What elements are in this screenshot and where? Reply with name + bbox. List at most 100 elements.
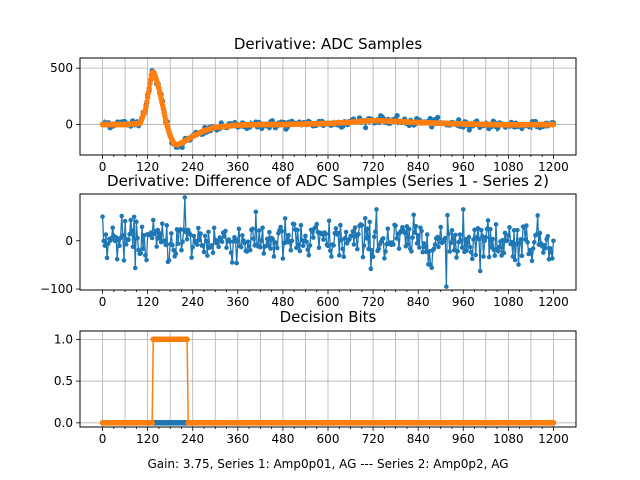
y-axis: 0 500 bbox=[50, 61, 80, 132]
grid-lines bbox=[80, 331, 576, 427]
difference-point bbox=[477, 268, 483, 274]
difference-point bbox=[139, 224, 145, 230]
series-1-point bbox=[456, 117, 462, 123]
difference-point bbox=[103, 232, 109, 237]
difference-point bbox=[189, 255, 194, 260]
difference-point bbox=[259, 238, 264, 244]
difference-point bbox=[373, 229, 378, 235]
y-tick-label: 1.0 bbox=[54, 332, 73, 346]
difference-point bbox=[455, 249, 460, 254]
x-tick-label: 1080 bbox=[493, 432, 524, 446]
difference-point bbox=[326, 218, 332, 224]
x-tick-label: 120 bbox=[136, 432, 159, 446]
difference-point bbox=[157, 231, 163, 236]
difference-point bbox=[126, 237, 131, 243]
difference-point bbox=[412, 230, 418, 235]
difference-point bbox=[537, 230, 543, 236]
difference-point bbox=[131, 214, 137, 220]
difference-point bbox=[162, 238, 167, 244]
difference-point bbox=[529, 258, 535, 264]
difference-point bbox=[247, 247, 253, 253]
x-axis: 0 120 240 360 480 600 720 840 960 1080 1200 bbox=[99, 290, 569, 309]
difference-point bbox=[159, 221, 165, 226]
x-tick-label: 720 bbox=[362, 432, 385, 446]
y-axis: −100 0 bbox=[40, 234, 80, 296]
difference-point bbox=[267, 229, 272, 235]
difference-point bbox=[432, 242, 438, 247]
difference-point bbox=[383, 249, 388, 254]
difference-point bbox=[264, 236, 270, 242]
x-tick-label: 1200 bbox=[538, 160, 569, 174]
difference-point bbox=[411, 212, 416, 218]
difference-point bbox=[446, 231, 451, 236]
difference-point bbox=[229, 260, 235, 265]
x-tick-label: 1080 bbox=[493, 160, 524, 174]
difference-point bbox=[297, 248, 303, 254]
difference-point bbox=[488, 226, 493, 232]
difference-point bbox=[368, 266, 374, 272]
difference-point bbox=[122, 218, 128, 224]
bits-markers-2 bbox=[99, 336, 557, 426]
difference-point bbox=[129, 228, 135, 234]
difference-point bbox=[369, 248, 375, 253]
difference-point bbox=[454, 255, 459, 260]
difference-point bbox=[261, 251, 267, 256]
difference-point bbox=[288, 247, 294, 253]
difference-point bbox=[509, 239, 515, 245]
y-tick-label: 500 bbox=[50, 61, 73, 75]
difference-point bbox=[471, 237, 476, 242]
difference-point bbox=[110, 225, 115, 231]
difference-point bbox=[475, 226, 481, 231]
difference-point bbox=[340, 246, 345, 252]
difference-point bbox=[101, 238, 106, 244]
difference-point bbox=[502, 230, 508, 236]
difference-point bbox=[349, 233, 354, 239]
difference-point bbox=[235, 239, 241, 244]
difference-point bbox=[362, 215, 368, 221]
difference-point bbox=[191, 233, 197, 239]
difference-point bbox=[215, 238, 220, 244]
difference-point bbox=[453, 232, 458, 238]
axes-difference: Derivative: Difference of ADC Samples (S… bbox=[40, 172, 577, 309]
difference-point bbox=[306, 252, 312, 258]
difference-point bbox=[490, 236, 495, 242]
x-tick-label: 960 bbox=[452, 160, 475, 174]
y-tick-label: 0.5 bbox=[54, 374, 73, 388]
x-tick-label: 0 bbox=[99, 160, 107, 174]
chart-title-decision-bits: Decision Bits bbox=[280, 308, 377, 326]
x-tick-label: 480 bbox=[271, 432, 294, 446]
difference-point bbox=[525, 239, 530, 245]
difference-point bbox=[391, 242, 396, 247]
series-2-point bbox=[146, 85, 152, 92]
difference-point bbox=[251, 236, 256, 242]
difference-point bbox=[202, 233, 208, 239]
y-axis: 0.0 0.5 1.0 bbox=[54, 332, 80, 430]
difference-point bbox=[282, 216, 288, 221]
difference-point bbox=[449, 227, 455, 233]
x-tick-label: 840 bbox=[407, 432, 430, 446]
difference-point bbox=[402, 230, 407, 236]
x-tick-label: 600 bbox=[317, 432, 340, 446]
x-tick-label: 360 bbox=[226, 160, 249, 174]
x-tick-label: 240 bbox=[181, 295, 204, 309]
difference-point bbox=[335, 230, 341, 236]
difference-point bbox=[260, 225, 265, 231]
difference-point bbox=[286, 232, 291, 238]
difference-point bbox=[467, 244, 473, 250]
series-1-point bbox=[427, 115, 433, 122]
difference-point bbox=[409, 249, 414, 254]
chart-title-adc-samples: Derivative: ADC Samples bbox=[234, 35, 422, 53]
difference-point bbox=[304, 239, 309, 245]
difference-point bbox=[291, 221, 297, 227]
difference-point bbox=[206, 229, 211, 235]
difference-point bbox=[352, 225, 358, 230]
difference-point bbox=[385, 226, 391, 232]
difference-point bbox=[234, 260, 239, 266]
difference-point bbox=[210, 250, 216, 256]
difference-point bbox=[507, 225, 512, 230]
difference-point bbox=[198, 231, 203, 236]
difference-point bbox=[361, 243, 367, 248]
difference-point bbox=[445, 212, 450, 218]
x-tick-label: 960 bbox=[452, 295, 475, 309]
difference-point bbox=[342, 235, 348, 241]
